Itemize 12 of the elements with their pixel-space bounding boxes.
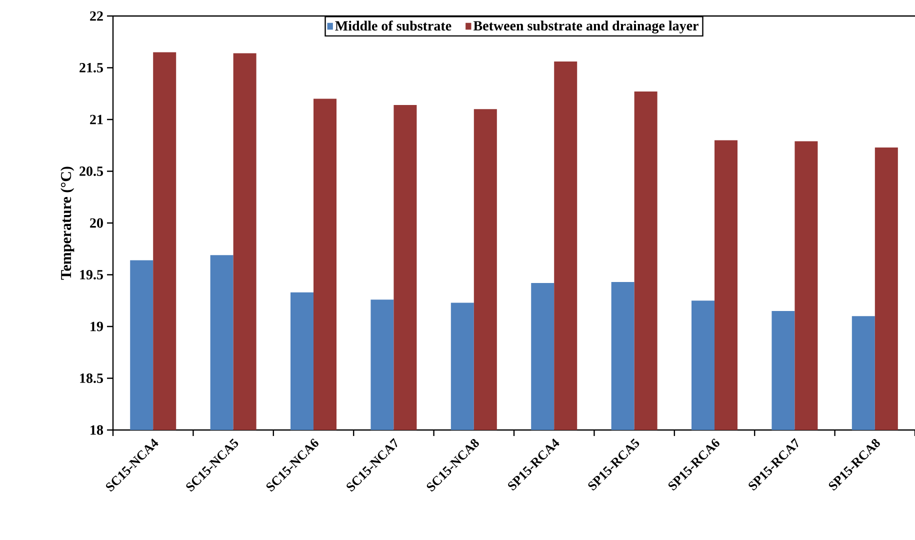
y-tick-label: 21.5 — [80, 63, 103, 72]
y-tick-label: 20 — [90, 218, 103, 228]
y-tick-label: 19.5 — [80, 270, 103, 280]
y-tick-label: 20.5 — [80, 166, 103, 176]
y-tick-label: 22 — [90, 11, 103, 21]
y-tick-label: 18 — [90, 425, 104, 435]
y-tick-label: 18.5 — [80, 373, 103, 384]
y-tick-label: 19 — [90, 322, 103, 332]
y-tick-label: 21 — [90, 114, 103, 124]
legend-label: Middle of substrate — [335, 20, 452, 31]
y-axis-title: Temperature (°C) — [60, 166, 74, 280]
legend-label: Between substrate and drainage layer — [473, 20, 698, 34]
